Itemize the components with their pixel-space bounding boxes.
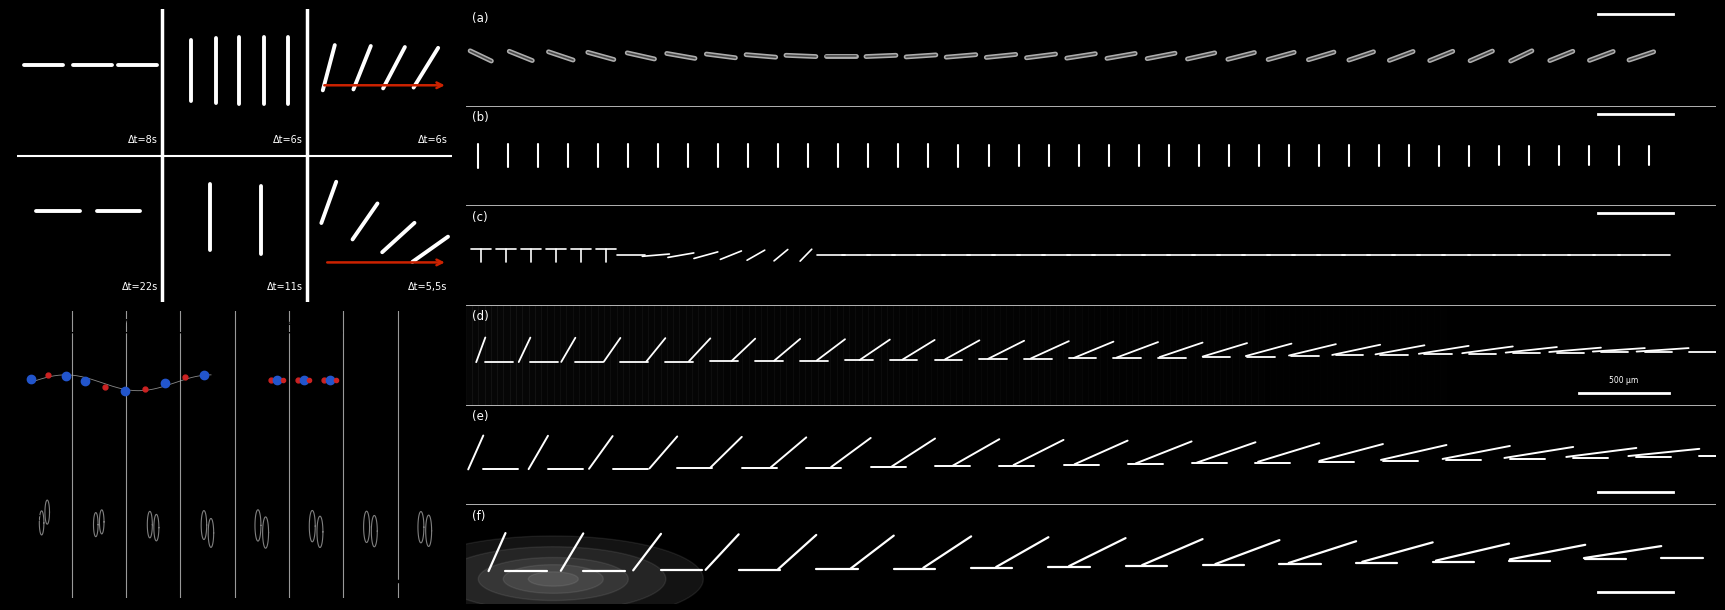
Polygon shape (442, 547, 666, 610)
Text: (b): (b) (473, 111, 488, 124)
Text: 500 μm: 500 μm (1609, 376, 1639, 385)
Polygon shape (528, 572, 578, 586)
Text: (d): (d) (473, 310, 488, 323)
Text: (f): (f) (473, 510, 485, 523)
Polygon shape (404, 536, 704, 610)
Text: x: x (33, 512, 40, 523)
Text: Δt=6s: Δt=6s (273, 135, 302, 145)
Text: Ṁ=1.5: Ṁ=1.5 (414, 320, 447, 329)
Text: Δt=6s: Δt=6s (417, 135, 447, 145)
Text: (a): (a) (473, 12, 488, 24)
Text: Δt=5,5s: Δt=5,5s (409, 282, 447, 292)
Polygon shape (478, 558, 628, 600)
Text: (e): (e) (473, 410, 488, 423)
Text: (c): (c) (473, 211, 488, 224)
Text: Δt=8s: Δt=8s (128, 135, 157, 145)
Text: y: y (17, 462, 24, 472)
Text: Δt=22s: Δt=22s (121, 282, 157, 292)
Text: Δt=11s: Δt=11s (267, 282, 302, 292)
Polygon shape (504, 565, 604, 594)
